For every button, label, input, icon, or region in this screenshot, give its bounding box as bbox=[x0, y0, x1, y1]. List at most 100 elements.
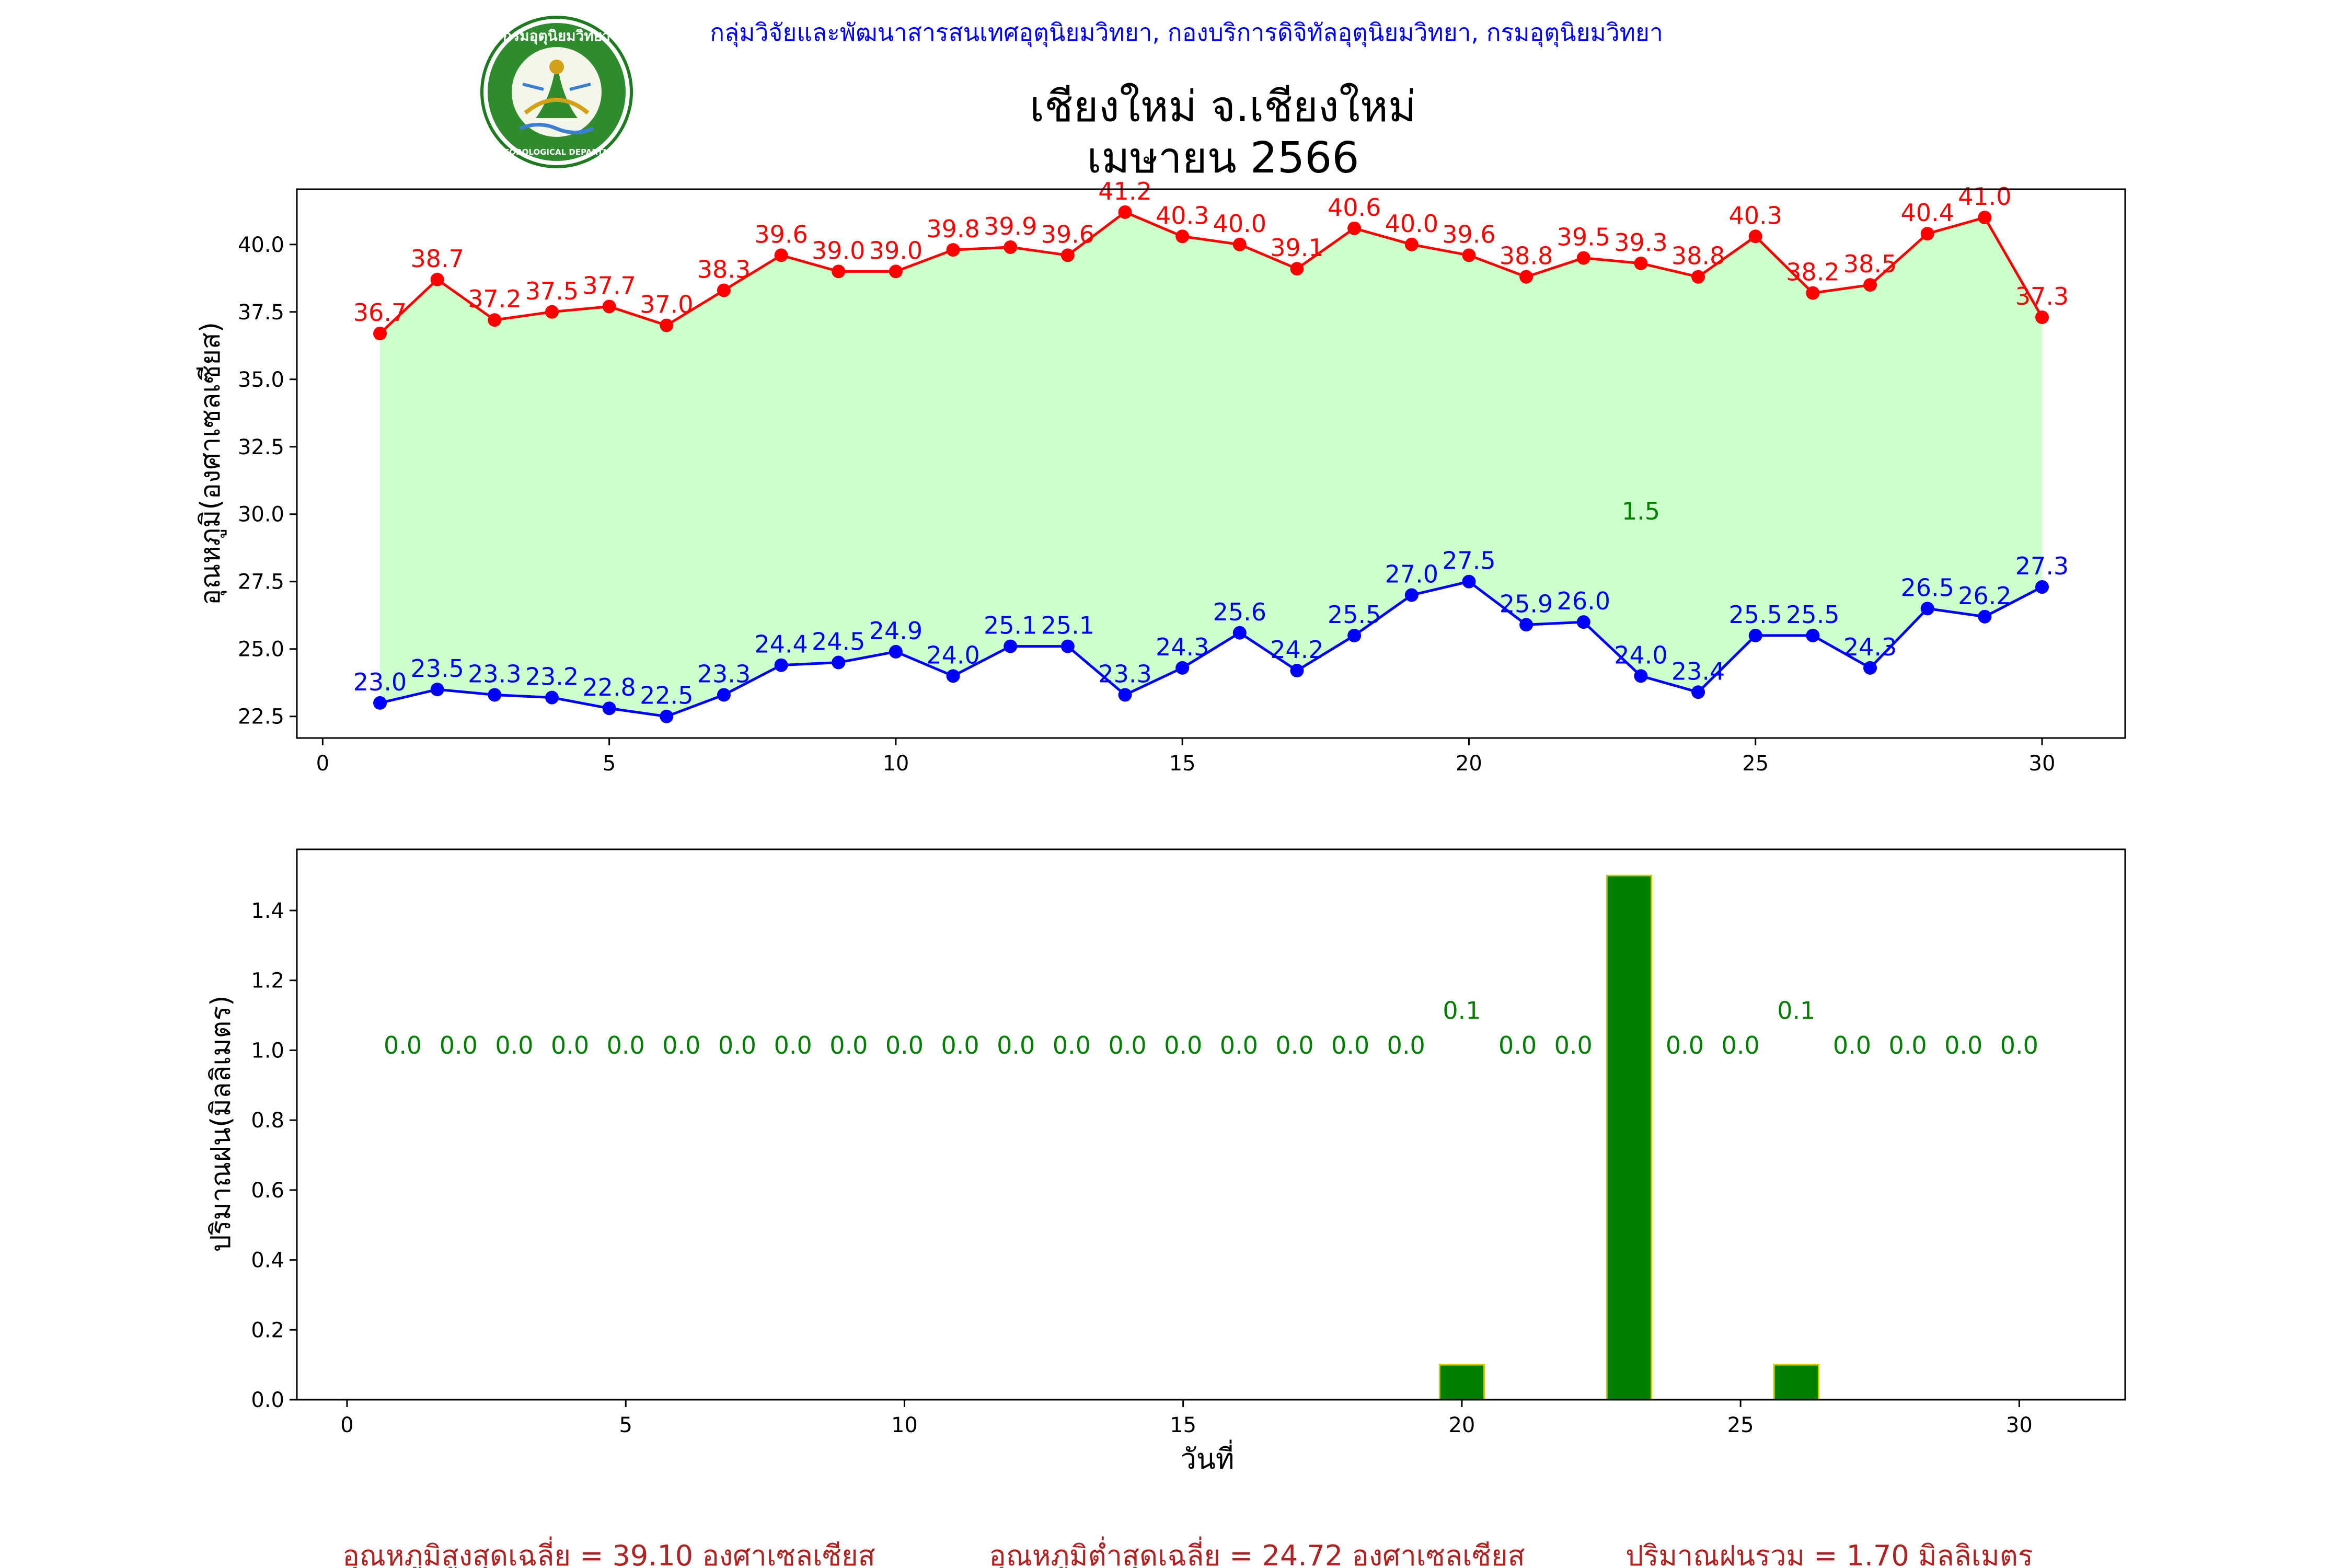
max-temperature-label: 38.2 bbox=[1786, 258, 1839, 286]
rainfall-chart: 0.0 0.0 0.0 0.0 0.0 0.0 0.0 0.0 0.0 0.0 0.0 0.0 0.0 0… bbox=[205, 848, 2126, 1475]
rainfall-bar-label: 0.0 bbox=[662, 1031, 700, 1059]
rainfall-x-axis-label: วันที่ bbox=[1181, 1439, 1235, 1475]
min-temperature-point bbox=[1978, 609, 1992, 624]
rainfall-y-tick-label: 1.4 bbox=[251, 899, 284, 923]
max-temperature-point bbox=[545, 305, 559, 319]
max-temperature-label: 40.3 bbox=[1729, 201, 1782, 229]
rainfall-bar-label: 0.0 bbox=[1554, 1031, 1593, 1059]
rainfall-bar-label: 0.0 bbox=[997, 1031, 1035, 1059]
rainfall-y-ticks: 0.0 0.2 0.4 0.6 0.8 1.0 1.2 1.4 bbox=[251, 899, 297, 1412]
temperature-annotation: 1.5 bbox=[1622, 497, 1660, 525]
rainfall-y-axis-label: ปริมาณฝน(มิลลิเมตร) bbox=[205, 995, 237, 1252]
max-temperature-point bbox=[1634, 256, 1648, 270]
max-temperature-label: 39.8 bbox=[926, 215, 979, 243]
min-temperature-label: 24.0 bbox=[1614, 641, 1667, 669]
min-temperature-point bbox=[832, 655, 846, 670]
rainfall-bar-label: 0.0 bbox=[1108, 1031, 1146, 1059]
min-temperature-label: 24.3 bbox=[1156, 633, 1209, 661]
rainfall-plot-frame bbox=[296, 848, 2126, 1401]
min-temperature-point bbox=[1634, 669, 1648, 683]
max-temperature-label: 38.8 bbox=[1671, 242, 1725, 270]
temperature-lines bbox=[373, 205, 2049, 723]
rainfall-bar-label: 0.0 bbox=[1053, 1031, 1091, 1059]
min-temperature-point bbox=[1118, 688, 1132, 702]
min-temperature-point bbox=[1863, 661, 1877, 675]
rainfall-bar-label: 0.1 bbox=[1777, 996, 1815, 1024]
chart-title-month: เมษายน 2566 bbox=[1087, 133, 1359, 183]
temperature-x-tick-label: 5 bbox=[603, 752, 616, 776]
max-temperature-label: 37.7 bbox=[582, 271, 636, 299]
min-temperature-label: 25.1 bbox=[984, 612, 1037, 640]
max-temperature-point bbox=[2035, 310, 2049, 325]
rainfall-bar-label: 0.1 bbox=[1443, 996, 1481, 1024]
max-temperature-label: 39.0 bbox=[812, 236, 865, 264]
rainfall-bar-label: 0.0 bbox=[1944, 1031, 1982, 1059]
temperature-y-tick-label: 32.5 bbox=[238, 435, 284, 459]
rainfall-bar-label: 0.0 bbox=[941, 1031, 979, 1059]
rainfall-bar-label: 0.0 bbox=[774, 1031, 812, 1059]
max-temperature-label: 40.3 bbox=[1156, 201, 1209, 229]
rainfall-bar-label: 0.0 bbox=[885, 1031, 924, 1059]
temperature-x-tick-label: 20 bbox=[1456, 752, 1482, 776]
min-temperature-point bbox=[1290, 664, 1304, 678]
max-temperature-point bbox=[717, 283, 731, 297]
min-temperature-point bbox=[545, 690, 559, 705]
max-temperature-label: 37.0 bbox=[640, 291, 693, 319]
min-temperature-point bbox=[1060, 639, 1075, 653]
rainfall-bar-label: 0.0 bbox=[1666, 1031, 1704, 1059]
max-temperature-label: 39.6 bbox=[1041, 220, 1094, 248]
rainfall-bar-label: 0.0 bbox=[1331, 1031, 1369, 1059]
max-temperature-point bbox=[1175, 229, 1190, 244]
max-temperature-point bbox=[1004, 240, 1018, 254]
min-temperature-point bbox=[1691, 685, 1705, 699]
min-temperature-label: 24.3 bbox=[1843, 633, 1897, 661]
min-temperature-point bbox=[1920, 602, 1934, 616]
temperature-chart: 36.738.737.2 37.5 37.737.038.339.639.0 39.0… bbox=[195, 177, 2126, 776]
min-temperature-label: 25.9 bbox=[1500, 590, 1553, 618]
min-temperature-point bbox=[1576, 615, 1590, 629]
min-temperature-point bbox=[1462, 574, 1476, 589]
min-temperature-label: 25.5 bbox=[1786, 601, 1839, 629]
max-temperature-label: 38.7 bbox=[410, 245, 464, 273]
temperature-y-ticks: 22.5 25.0 27.5 30.0 32.5 35.0 37.5 40.0 bbox=[238, 233, 297, 729]
rainfall-bar-label: 0.0 bbox=[718, 1031, 756, 1059]
max-temperature-label: 39.1 bbox=[1270, 234, 1323, 262]
min-temperature-label: 23.3 bbox=[697, 660, 751, 688]
tmd-logo: กรมอุตุนิยมวิทยา METEOROLOGICAL DEPARTME… bbox=[480, 16, 633, 168]
rainfall-bar-label: 0.0 bbox=[1220, 1031, 1258, 1059]
max-temperature-point bbox=[1118, 205, 1132, 219]
min-temperature-label: 23.3 bbox=[1098, 660, 1151, 688]
max-temperature-point bbox=[1462, 248, 1476, 262]
min-temperature-label: 23.0 bbox=[353, 668, 407, 696]
rainfall-y-tick-label: 1.2 bbox=[251, 969, 284, 993]
max-temperature-point bbox=[1232, 237, 1247, 251]
max-temperature-label: 39.9 bbox=[984, 212, 1037, 240]
total-rainfall: ปริมาณฝนรวม = 1.70 มิลลิเมตร bbox=[1625, 1539, 2033, 1568]
rainfall-y-tick-label: 0.0 bbox=[251, 1388, 284, 1412]
min-temperature-label: 24.9 bbox=[869, 617, 923, 645]
min-temperature-label: 26.5 bbox=[1900, 573, 1954, 602]
max-temperature-point bbox=[889, 264, 903, 279]
max-temperature-label: 38.3 bbox=[697, 255, 751, 283]
min-temperature-label: 24.0 bbox=[926, 641, 979, 669]
min-temperature-point bbox=[889, 644, 903, 659]
rainfall-x-ticks: 0 5 10 15 20 25 30 bbox=[340, 1400, 2033, 1437]
min-temperature-point bbox=[1748, 628, 1762, 642]
max-temperature-label: 39.6 bbox=[1442, 220, 1495, 248]
min-temperature-point bbox=[1404, 588, 1419, 602]
min-temperature-label: 27.0 bbox=[1385, 560, 1438, 589]
min-temperature-point bbox=[1004, 639, 1018, 653]
max-temperature-point bbox=[1691, 270, 1705, 284]
temperature-x-tick-label: 25 bbox=[1742, 752, 1769, 776]
temperature-x-ticks: 0 5 10 15 20 25 30 bbox=[316, 738, 2055, 776]
rainfall-bar-label: 0.0 bbox=[495, 1031, 533, 1059]
max-temperature-point bbox=[1347, 221, 1362, 235]
max-temperature-label: 40.6 bbox=[1328, 193, 1381, 222]
rainfall-y-tick-label: 0.6 bbox=[251, 1179, 284, 1203]
min-temperature-point bbox=[2035, 580, 2049, 594]
min-temperature-label: 24.4 bbox=[754, 630, 808, 659]
logo-text-top: กรมอุตุนิยมวิทยา bbox=[503, 27, 610, 45]
min-temperature-label: 25.5 bbox=[1328, 601, 1381, 629]
temperature-y-tick-label: 30.0 bbox=[238, 503, 284, 527]
